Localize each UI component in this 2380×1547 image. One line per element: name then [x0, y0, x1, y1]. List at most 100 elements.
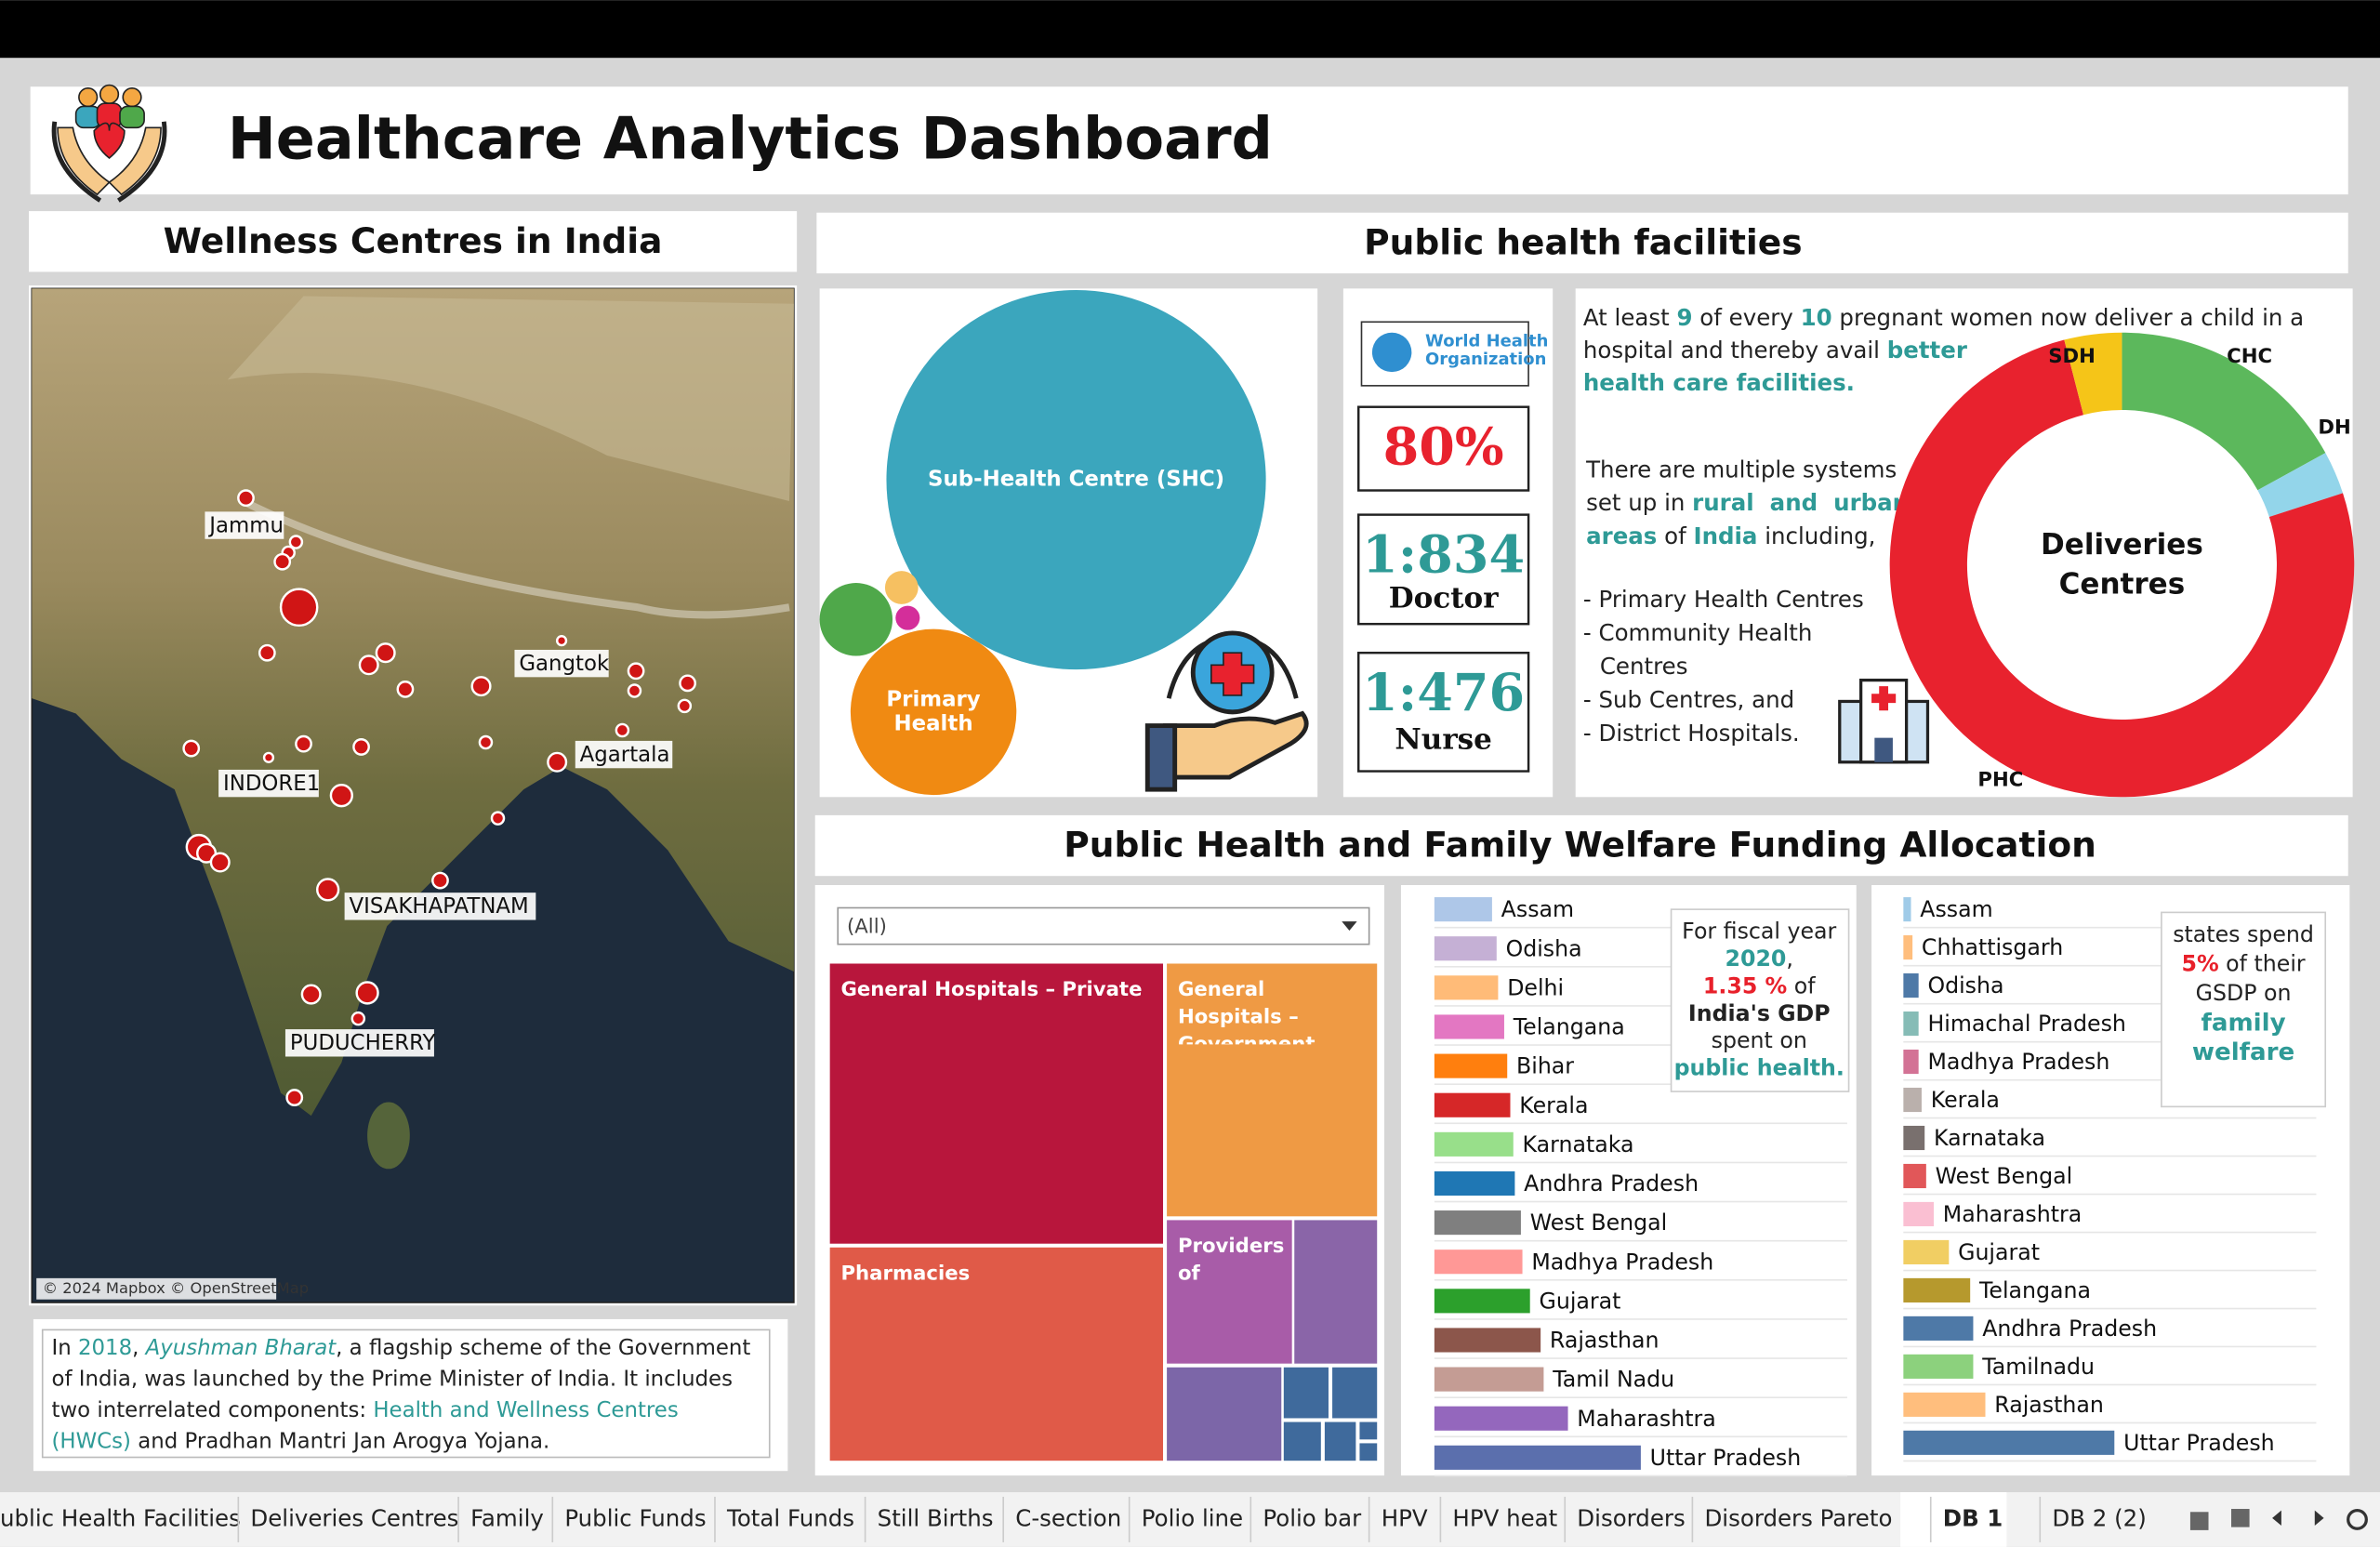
- treemap-label: General Hospitals – Government: [1178, 979, 1316, 1044]
- tab[interactable]: Total Funds: [726, 1504, 854, 1531]
- text-line: GSDP on: [2196, 979, 2292, 1005]
- hospital-icon: [1838, 678, 1930, 764]
- facilities-title: Public health facilities: [1364, 222, 1803, 263]
- text-segment: of: [1657, 522, 1693, 549]
- text-segment: 2020: [1726, 945, 1787, 971]
- treemap-cell: [1164, 961, 1380, 1219]
- bar-label: Uttar Pradesh: [1650, 1445, 1802, 1471]
- note-border: [41, 1329, 771, 1459]
- tab[interactable]: Public Funds: [564, 1504, 706, 1531]
- tab[interactable]: HPV: [1382, 1504, 1428, 1531]
- tab[interactable]: Family: [470, 1504, 544, 1531]
- text-segment: ,: [1786, 945, 1793, 971]
- bar: [1434, 1170, 1515, 1197]
- text-line: (HWCs) and Pradhan Mantri Jan Arogya Yoj…: [52, 1429, 550, 1453]
- map-point: [355, 981, 379, 1005]
- tab[interactable]: Disorders Pareto: [1704, 1504, 1892, 1531]
- doctor-label: Doctor: [1389, 582, 1499, 615]
- bar-label: Karnataka: [1523, 1131, 1634, 1157]
- map-land: [32, 288, 794, 1117]
- filter-dropdown[interactable]: [837, 906, 1370, 945]
- map-point: [295, 734, 312, 753]
- text-line: hospital and thereby avail better: [1583, 337, 1967, 364]
- text-segment: states spend: [2173, 920, 2314, 946]
- text-line: 5% of their: [2181, 950, 2305, 976]
- map-point: [375, 642, 396, 664]
- text-segment: Ayushman Bharat: [144, 1335, 337, 1359]
- tab[interactable]: ublic Health Facilities: [0, 1504, 241, 1531]
- map-point: [285, 1089, 304, 1106]
- kpi-box: [1357, 651, 1530, 773]
- tab[interactable]: Disorders: [1577, 1504, 1685, 1531]
- bubble: [850, 628, 1017, 796]
- map-point: [547, 751, 568, 773]
- tab-active: [1900, 1492, 2007, 1547]
- bubble-label-text: Primary Health: [886, 687, 981, 736]
- kpi-box: [1357, 405, 1530, 492]
- bar-label: Kerala: [1519, 1092, 1588, 1118]
- tab[interactable]: C-section: [1015, 1504, 1121, 1531]
- text-segment: of their: [2219, 950, 2306, 976]
- care-icon: [1144, 630, 1309, 792]
- map-label-box: [344, 892, 536, 920]
- bar: [1434, 1092, 1511, 1117]
- callout-box: [1670, 908, 1850, 1092]
- bar: [1903, 1430, 2115, 1455]
- bar: [1434, 1289, 1530, 1314]
- bar: [1434, 1328, 1541, 1353]
- tab[interactable]: Deliveries Centres: [250, 1504, 458, 1531]
- tab[interactable]: Still Births: [878, 1504, 994, 1531]
- tab[interactable]: DB 1: [1943, 1504, 2003, 1531]
- map-label: VISAKHAPATNAM: [350, 894, 529, 919]
- tab[interactable]: DB 2 (2): [2052, 1504, 2146, 1531]
- map-point: [627, 683, 642, 698]
- map-point: [279, 588, 319, 628]
- map-point: [262, 751, 275, 763]
- facility-list: - Primary Health Centres - Community Heal…: [1583, 586, 1864, 747]
- text-segment: At least: [1583, 304, 1677, 331]
- text-segment: For fiscal year: [1682, 918, 1836, 944]
- nav-icon[interactable]: [2231, 1509, 2250, 1527]
- text-segment: There are multiple systems: [1585, 456, 1897, 483]
- treemap-cell: [1322, 1420, 1358, 1463]
- map-point: [555, 635, 568, 647]
- map-point: [182, 739, 201, 758]
- filter-value: (All): [847, 916, 887, 939]
- treemap-cell: [1281, 1365, 1331, 1421]
- bar-label: West Bengal: [1530, 1210, 1668, 1236]
- map-point: [300, 984, 322, 1005]
- bar: [1434, 936, 1497, 961]
- treemap-label: General Hospitals – Private: [840, 979, 1142, 1001]
- tab[interactable]: Polio line: [1142, 1504, 1243, 1531]
- bar-label: Assam: [1920, 896, 1992, 922]
- header-icon: [51, 84, 167, 203]
- bar-label: Rajasthan: [1994, 1392, 2104, 1418]
- map-point: [316, 878, 340, 902]
- settings-icon[interactable]: [2347, 1509, 2368, 1530]
- map-point: [273, 552, 292, 571]
- bar-label: Tamilnadu: [1981, 1354, 2095, 1380]
- bar: [1434, 1445, 1641, 1470]
- text-line: spent on: [1712, 1027, 1807, 1053]
- text-segment: 9: [1677, 304, 1693, 331]
- nav-icon[interactable]: [2189, 1512, 2209, 1530]
- treemap-cell: [1329, 1365, 1380, 1421]
- text-segment: areas: [1586, 522, 1657, 549]
- text-line: public health.: [1674, 1054, 1844, 1080]
- top-bar: [0, 0, 2380, 59]
- bubble-label-text: Sub-Health Centre (SHC): [927, 468, 1225, 493]
- map-point: [352, 738, 370, 756]
- text-segment: 10: [1801, 304, 1832, 331]
- tab[interactable]: Polio bar: [1263, 1504, 1362, 1531]
- dropdown-arrow[interactable]: [1342, 921, 1357, 931]
- note-box: [33, 1318, 788, 1472]
- donut-slice: [2122, 332, 2326, 491]
- who-logo-line: World Health: [1425, 332, 1548, 351]
- bar: [1903, 1392, 1986, 1417]
- tab[interactable]: HPV heat: [1452, 1504, 1557, 1531]
- map-plateau: [227, 296, 794, 501]
- facilities-title-box: [816, 212, 2348, 274]
- bar-label: Andhra Pradesh: [1524, 1170, 1699, 1197]
- text-segment: 5%: [2181, 950, 2218, 976]
